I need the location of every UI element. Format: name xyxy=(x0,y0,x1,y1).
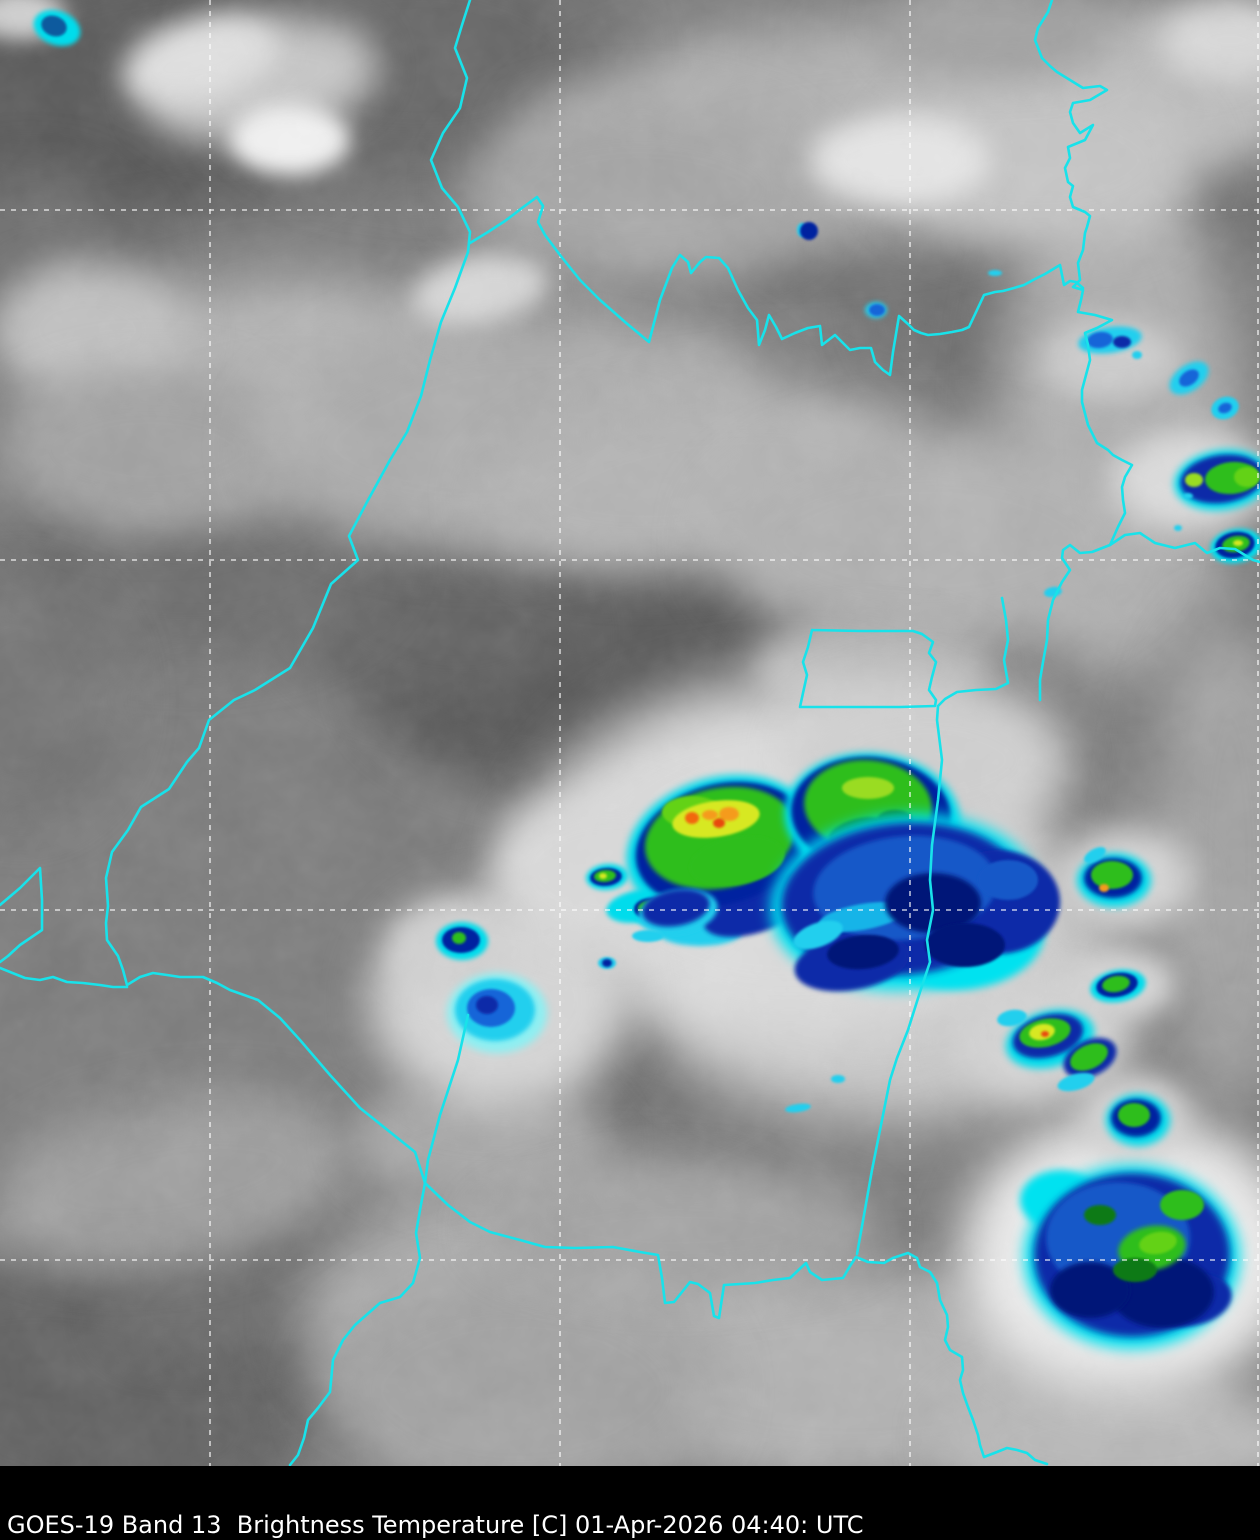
storm-cell-shape xyxy=(642,889,710,927)
border-path-east-border xyxy=(1033,0,1134,702)
storm-cell-shape xyxy=(41,15,67,37)
storm-cell-shape xyxy=(632,930,664,942)
storm-cell-shape xyxy=(800,222,818,240)
storm-cell-shape xyxy=(1091,861,1133,889)
border-path-river-north xyxy=(104,0,472,1466)
country-borders-layer xyxy=(0,0,1260,1466)
storm-cell-shape xyxy=(1234,467,1260,487)
caption-bar: GOES-19 Band 13 Brightness Temperature [… xyxy=(0,1466,1260,1540)
storm-cell-shape xyxy=(1070,1043,1108,1071)
storm-cell-shape xyxy=(1084,847,1106,863)
storm-cell-shape xyxy=(599,873,607,879)
graticule-layer xyxy=(0,0,1260,1466)
map-overlay xyxy=(0,0,1260,1466)
border-path-west-wedge xyxy=(0,866,44,964)
border-path-inner-border-south xyxy=(855,596,1010,1256)
storm-cell-shape xyxy=(1185,473,1203,487)
storm-cell-shape xyxy=(988,270,1002,276)
caption-text: GOES-19 Band 13 Brightness Temperature [… xyxy=(7,1511,864,1539)
satellite-map xyxy=(0,0,1260,1466)
storm-cell-shape xyxy=(1179,369,1199,387)
storm-cell-shape xyxy=(452,932,466,944)
border-path-south-border-east xyxy=(423,1181,1049,1466)
border-path-west-loop-bottom xyxy=(0,966,129,989)
storm-cell-shape xyxy=(702,810,718,820)
storm-cell-shape xyxy=(1084,1205,1116,1225)
storm-cell-shape xyxy=(997,1009,1027,1027)
border-path-east-border-spur xyxy=(1108,531,1260,564)
border-path-zigzag-north-border xyxy=(468,195,1085,377)
storm-cell-shape xyxy=(689,835,785,887)
storm-cell-shape xyxy=(793,920,843,950)
storm-cell-shape xyxy=(1102,975,1130,993)
storm-cell-shape xyxy=(1183,493,1193,499)
storm-cell-shape xyxy=(1233,540,1243,546)
storm-cell-shape xyxy=(1160,1190,1204,1220)
storm-cell-shape xyxy=(685,812,699,824)
storm-cells-layer xyxy=(33,10,1260,1349)
storm-cell-shape xyxy=(1057,1072,1095,1092)
storm-cell-shape xyxy=(602,959,612,967)
storm-cell-shape xyxy=(1118,1103,1150,1127)
storm-cell-shape xyxy=(1218,402,1232,414)
storm-cell-shape xyxy=(1174,525,1182,531)
storm-cell-shape xyxy=(1113,336,1131,348)
storm-cell-shape xyxy=(1050,1262,1130,1318)
storm-cell-shape xyxy=(476,996,498,1014)
storm-cell-shape xyxy=(1132,351,1142,359)
storm-cell-shape xyxy=(713,818,725,828)
border-path-river-branch xyxy=(423,1013,470,1185)
storm-cell-shape xyxy=(1087,331,1113,349)
storm-cell-shape xyxy=(1099,884,1109,892)
storm-cell-shape xyxy=(785,1103,811,1113)
storm-cell-shape xyxy=(719,807,739,821)
storm-cell-shape xyxy=(842,777,894,799)
storm-cell-shape xyxy=(827,934,899,970)
border-path-admin-box xyxy=(798,628,938,709)
storm-cell-shape xyxy=(831,1075,845,1083)
storm-cell-shape xyxy=(869,304,885,316)
storm-cell-shape xyxy=(1041,1031,1049,1037)
storm-cell-shape xyxy=(925,923,1005,967)
storm-cell-shape xyxy=(1029,1023,1055,1041)
storm-cell-shape xyxy=(1139,1231,1177,1255)
storm-cell-shape xyxy=(978,860,1038,900)
storm-cell-shape xyxy=(1113,1258,1157,1282)
